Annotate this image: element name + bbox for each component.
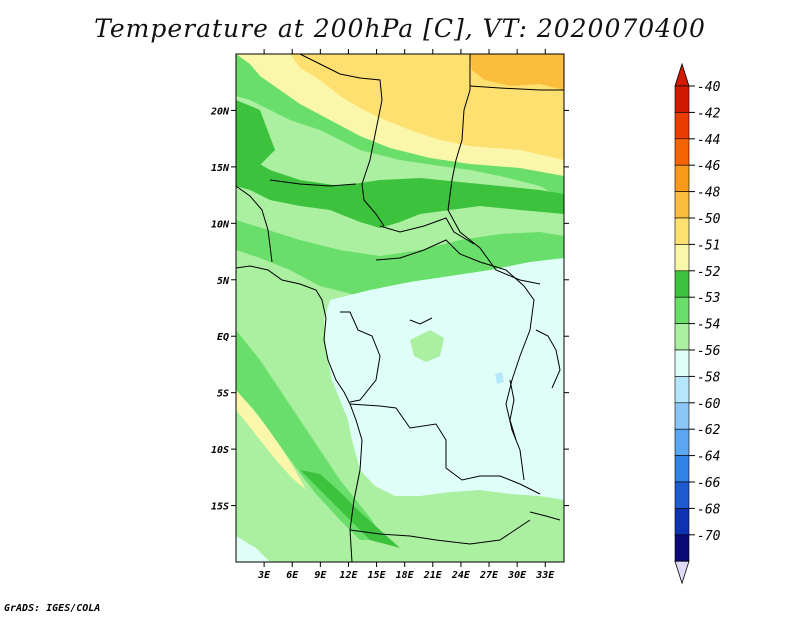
legend-label: -56 (697, 344, 721, 359)
legend-swatch (674, 534, 690, 562)
lat-tick-label: 5S (217, 389, 229, 400)
legend-label: -64 (697, 450, 720, 465)
legend-swatch (674, 270, 690, 298)
lon-tick-label: 30E (507, 570, 527, 581)
field-band-54 (324, 258, 564, 500)
lat-tick-label: 5N (217, 276, 230, 287)
border-drc-east (375, 239, 535, 481)
grads-credit: GrADS: IGES/COLA (4, 603, 101, 614)
legend-swatch (674, 138, 690, 166)
lon-tick-label: 6E (286, 570, 299, 581)
border-benin (236, 185, 273, 263)
legend-label: -60 (697, 397, 721, 412)
lat-tick-label: 15S (211, 502, 229, 513)
river-congo (409, 317, 433, 325)
lake-tanganyika (509, 379, 517, 441)
legend-label: -52 (697, 265, 721, 280)
field-band-56 (495, 372, 504, 384)
field-band-53-island (410, 330, 444, 362)
field-band-51-south (236, 390, 306, 490)
legend-label: -53 (697, 291, 720, 306)
border-north-2 (447, 54, 541, 285)
border-angola-north (349, 403, 541, 495)
field-band-48 (470, 54, 564, 90)
legend-swatch (674, 323, 690, 351)
country-borders (236, 54, 564, 562)
legend-label: -50 (697, 212, 721, 227)
lon-tick-label: 15E (368, 570, 387, 581)
legend-swatch (674, 164, 690, 192)
legend-swatch (674, 191, 690, 219)
field-band-52-west (236, 100, 275, 165)
field-band-52-dark (236, 150, 564, 228)
legend-swatch (674, 217, 690, 245)
legend-label: -44 (697, 133, 720, 148)
lon-tick-label: 18E (396, 570, 415, 581)
lon-tick-label: 9E (314, 570, 327, 581)
lon-tick-label: 21E (423, 570, 443, 581)
longitude-axis: 3E 6E 9E 12E 15E 18E 21E 24E 27E 30E 33E (257, 49, 555, 581)
legend-label: -42 (697, 106, 721, 121)
legend-label: -48 (697, 186, 721, 201)
lon-tick-label: 3E (257, 570, 271, 581)
border-egypt-sudan (469, 85, 564, 91)
lake-victoria (535, 329, 561, 389)
legend-bottom-arrow (674, 560, 690, 585)
border-angola-south (349, 519, 531, 545)
legend-top-arrow (674, 62, 690, 87)
lon-tick-label: 24E (451, 570, 471, 581)
coastline-west (236, 265, 363, 562)
legend-label: -58 (697, 370, 721, 385)
legend-label: -68 (697, 502, 721, 517)
lat-tick-label: 15N (211, 163, 230, 174)
lat-tick-label: 20N (210, 106, 230, 117)
field-band-54-sw (236, 536, 270, 562)
map-frame (235, 53, 565, 563)
legend-label: -51 (697, 238, 720, 253)
legend-label: -46 (697, 159, 721, 174)
legend-label: -40 (697, 80, 721, 95)
legend-label: -66 (697, 476, 721, 491)
legend-swatch (674, 244, 690, 272)
field-band-52-south (300, 470, 400, 548)
border-north-1 (299, 54, 385, 227)
legend-swatch (674, 376, 690, 404)
lat-tick-label: EQ (217, 332, 229, 343)
legend-label: -62 (697, 423, 721, 438)
legend-swatch (674, 85, 690, 113)
temperature-field (236, 54, 564, 562)
lon-tick-label: 27E (479, 570, 499, 581)
lon-tick-label: 12E (339, 570, 358, 581)
legend-label: -70 (697, 529, 721, 544)
lat-tick-label: 10N (211, 219, 230, 230)
legend-swatch (674, 455, 690, 483)
field-band-53-south (236, 330, 384, 540)
legend-swatch (674, 508, 690, 536)
legend-swatch (674, 296, 690, 324)
border-nigeria-north (269, 179, 357, 187)
legend-swatch (674, 428, 690, 456)
lon-tick-label: 33E (535, 570, 555, 581)
border-gabon (340, 311, 381, 403)
latitude-axis: 20N 15N 10N 5N EQ 5S 10S 15S (210, 106, 569, 513)
map-title: Temperature at 200hPa [C], VT: 202007040… (94, 14, 706, 43)
legend-swatch (674, 349, 690, 377)
color-legend: -40 -42 -44 -46 -48 -50 -51 -52 -53 -54 -56 -58 -60 -… (674, 62, 721, 585)
legend-label: -54 (697, 318, 720, 333)
border-cameroon (379, 217, 475, 245)
legend-swatch (674, 481, 690, 509)
legend-swatch (674, 402, 690, 430)
lat-tick-label: 10S (211, 445, 229, 456)
legend-swatch (674, 112, 690, 140)
lake-kariba (529, 511, 561, 521)
